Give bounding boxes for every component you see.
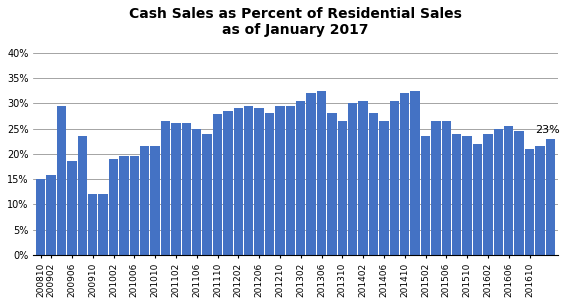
Bar: [473, 144, 482, 255]
Bar: [67, 161, 76, 255]
Bar: [286, 106, 295, 255]
Bar: [150, 146, 160, 255]
Bar: [140, 146, 149, 255]
Bar: [244, 106, 254, 255]
Bar: [254, 108, 264, 255]
Bar: [483, 133, 492, 255]
Bar: [327, 113, 337, 255]
Bar: [369, 113, 378, 255]
Bar: [421, 136, 430, 255]
Bar: [307, 93, 316, 255]
Bar: [359, 101, 368, 255]
Bar: [99, 194, 108, 255]
Bar: [182, 123, 191, 255]
Bar: [78, 136, 87, 255]
Bar: [400, 93, 409, 255]
Bar: [494, 129, 503, 255]
Bar: [337, 121, 347, 255]
Bar: [390, 101, 399, 255]
Text: 23%: 23%: [535, 125, 560, 135]
Bar: [57, 106, 66, 255]
Bar: [431, 121, 441, 255]
Bar: [296, 101, 306, 255]
Bar: [462, 136, 472, 255]
Bar: [348, 103, 357, 255]
Bar: [192, 129, 201, 255]
Bar: [109, 159, 118, 255]
Bar: [213, 114, 222, 255]
Bar: [119, 156, 129, 255]
Bar: [88, 194, 97, 255]
Bar: [515, 131, 524, 255]
Bar: [545, 139, 555, 255]
Bar: [202, 133, 212, 255]
Bar: [410, 91, 420, 255]
Bar: [525, 149, 534, 255]
Bar: [129, 156, 139, 255]
Bar: [265, 113, 274, 255]
Bar: [171, 123, 181, 255]
Bar: [442, 121, 451, 255]
Bar: [36, 179, 46, 255]
Bar: [275, 106, 284, 255]
Bar: [46, 175, 56, 255]
Bar: [223, 111, 233, 255]
Bar: [234, 108, 243, 255]
Bar: [535, 146, 544, 255]
Bar: [161, 121, 170, 255]
Bar: [317, 91, 326, 255]
Bar: [379, 121, 389, 255]
Bar: [504, 126, 514, 255]
Title: Cash Sales as Percent of Residential Sales
as of January 2017: Cash Sales as Percent of Residential Sal…: [129, 7, 462, 37]
Bar: [452, 133, 461, 255]
